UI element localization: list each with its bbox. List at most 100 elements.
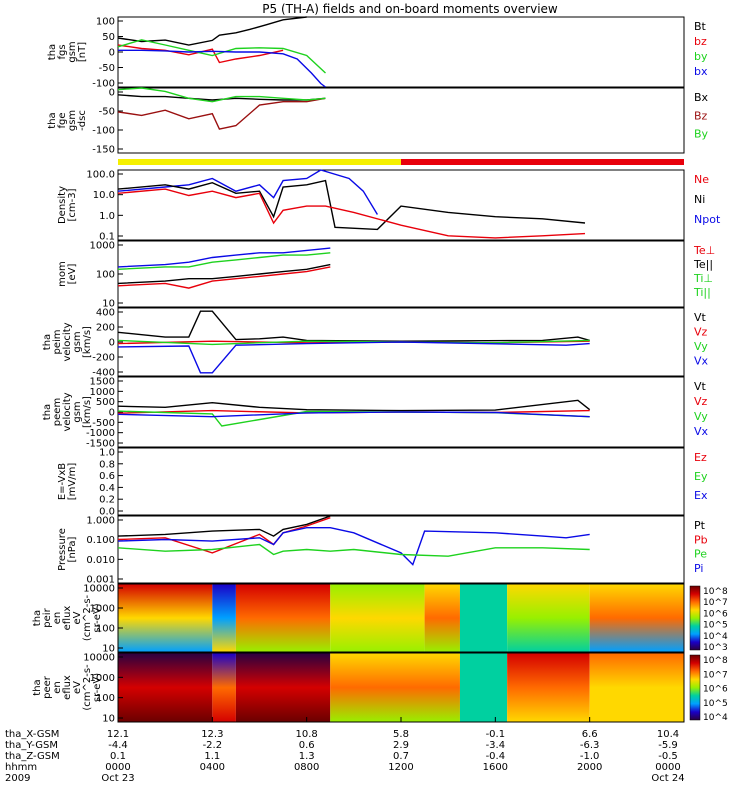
y-axis-label: tha (47, 112, 58, 128)
legend-label: Vy (694, 340, 708, 353)
y-axis-label: sr-eV) (92, 673, 103, 702)
footer-value: -0.1 (486, 729, 506, 740)
heatmap-block (424, 584, 460, 652)
y-tick-label: 100 (96, 270, 115, 281)
y-axis-label: eflux (62, 675, 73, 700)
legend-label: Bt (694, 20, 707, 33)
y-tick-label: -1000 (86, 428, 115, 439)
footer-value: 0000 (655, 762, 680, 773)
colorbar-tick-label: 10^7 (703, 598, 728, 608)
y-axis-label: sr-eV) (92, 603, 103, 632)
y-tick-label: 100 (96, 624, 115, 635)
heatmap-block (330, 584, 425, 652)
series-line (117, 87, 326, 103)
y-tick-label: 50 (102, 32, 115, 43)
colorbar-tick-label: 10^5 (703, 699, 728, 709)
y-tick-label: 10.0 (93, 190, 115, 201)
y-axis-label: Density (57, 186, 68, 224)
y-tick-label: -200 (92, 353, 115, 364)
legend-label: Npot (694, 213, 721, 226)
legend-label: Pt (694, 519, 706, 532)
footer-value: 0.6 (299, 740, 315, 751)
y-tick-label: -50 (99, 63, 115, 74)
y-axis-label: peem (52, 398, 63, 426)
y-axis-label: E=-VxB (57, 463, 68, 500)
legend-label: Pi (694, 562, 703, 575)
y-axis-label: tha (32, 610, 43, 626)
series-line (117, 169, 378, 215)
footer-value: -4.4 (108, 740, 128, 751)
y-tick-label: -500 (92, 418, 115, 429)
legend-label: Bz (694, 109, 708, 122)
panel-frame (117, 515, 685, 584)
series-line (117, 16, 307, 46)
y-tick-label: 1500 (90, 377, 115, 388)
y-tick-label: -50 (99, 107, 115, 118)
y-tick-label: 0 (109, 408, 115, 419)
footer-value: 5.8 (393, 729, 409, 740)
y-tick-label: 10000 (83, 653, 115, 664)
y-tick-label: -100 (92, 79, 115, 90)
y-tick-label: 0.100 (86, 535, 115, 546)
status-bar-segment (118, 159, 401, 165)
series-line (117, 266, 331, 289)
legend-label: by (694, 50, 708, 63)
y-axis-label: -dsc (77, 110, 88, 131)
legend-label: Te⊥ (693, 244, 715, 257)
y-axis-label: [nT] (77, 42, 88, 62)
heatmap-block (235, 584, 331, 652)
legend-label: Bx (694, 91, 709, 104)
legend-label: Ez (694, 451, 707, 464)
y-tick-label: -400 (92, 368, 115, 379)
status-bar-segment (401, 159, 684, 165)
series-line (117, 527, 590, 566)
y-axis-label: peim (52, 329, 63, 354)
colorbar-tick-label: 10^6 (703, 609, 728, 619)
footer-value: 1.1 (204, 751, 220, 762)
y-tick-label: 200 (96, 323, 115, 334)
y-axis-label: (cm^2-s- (82, 594, 93, 641)
footer-value: 0.7 (393, 751, 409, 762)
footer-value: 10.8 (296, 729, 318, 740)
footer-row-label: tha_Y-GSM (5, 740, 58, 751)
series-line (117, 515, 331, 537)
series-line (117, 263, 331, 285)
panel-3 (117, 169, 685, 241)
footer-value: 10.4 (657, 729, 679, 740)
y-tick-label: 100 (96, 17, 115, 28)
footer-value: 0800 (294, 762, 319, 773)
footer-value: 1600 (483, 762, 508, 773)
y-tick-label: -1500 (86, 439, 115, 450)
footer-value: Oct 24 (651, 773, 684, 784)
y-axis-label: en (52, 612, 63, 625)
y-axis-label: en (52, 681, 63, 694)
panel-frame (117, 169, 685, 241)
legend-label: Vz (694, 326, 708, 339)
legend-label: Vt (694, 311, 707, 324)
y-axis-label: mom (57, 261, 68, 287)
y-axis-label: Pressure (57, 528, 68, 571)
y-tick-label: 1.000 (86, 516, 115, 527)
legend-label: Ti⊥ (693, 272, 713, 285)
y-axis-label: gsm (72, 401, 83, 422)
y-axis-label: velocity (62, 322, 73, 361)
y-tick-label: 0.2 (99, 495, 115, 506)
panel-10 (117, 652, 701, 723)
y-tick-label: 0.001 (86, 575, 115, 586)
heatmap-block (589, 653, 684, 722)
colorbar (689, 585, 701, 651)
footer-value: -3.4 (486, 740, 506, 751)
colorbar (689, 654, 701, 721)
legend-label: Ex (694, 489, 708, 502)
footer-value: 2.9 (393, 740, 409, 751)
panel-9 (117, 583, 701, 653)
colorbar-tick-label: 10^8 (703, 587, 728, 597)
legend-label: Vz (694, 395, 708, 408)
panel-frame (117, 583, 685, 653)
footer-row-label: tha_Z-GSM (5, 751, 60, 762)
y-tick-label: 0 (109, 88, 115, 99)
page-title: P5 (TH-A) fields and on-board moments ov… (262, 2, 558, 16)
y-axis-label: peir (42, 607, 53, 627)
y-axis-label: gsm (67, 41, 78, 62)
panel-frame (117, 447, 685, 516)
